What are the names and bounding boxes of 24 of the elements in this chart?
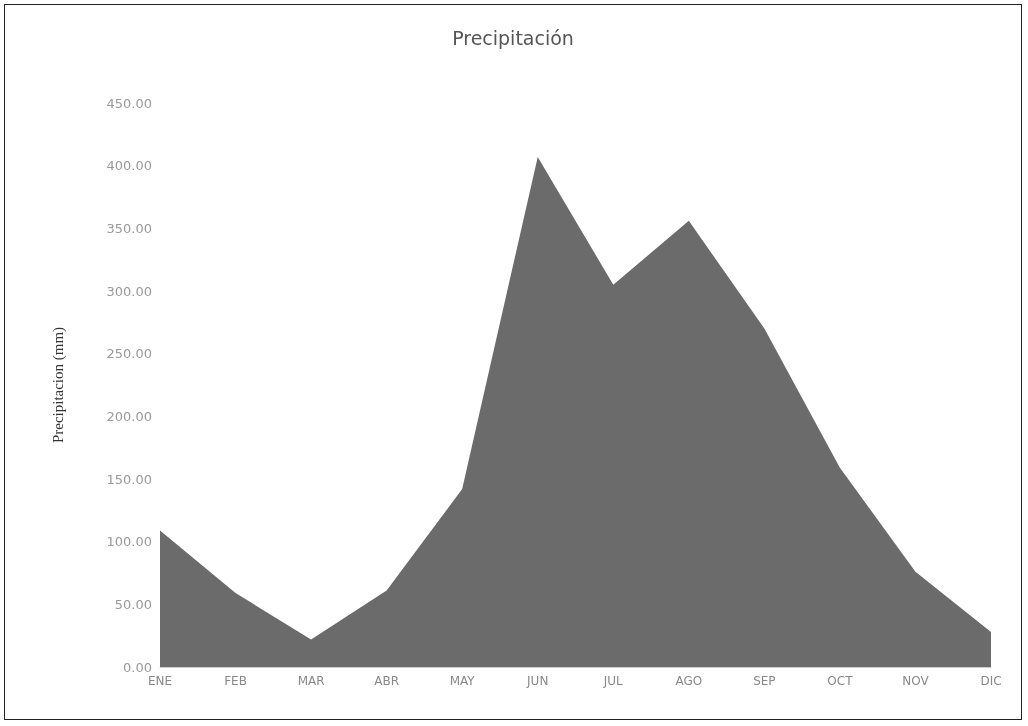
x-tick-label: AGO <box>675 674 703 688</box>
y-tick-label: 250.00 <box>106 346 152 362</box>
y-tick-label: 50.00 <box>114 596 152 612</box>
x-tick-label: MAR <box>297 674 325 688</box>
x-tick-label: DIC <box>980 674 1002 688</box>
y-tick-label: 300.00 <box>106 283 152 299</box>
y-tick-label: 100.00 <box>106 534 152 550</box>
y-tick-label: 0.00 <box>123 659 152 675</box>
y-tick-label: 150.00 <box>106 471 152 487</box>
x-tick-label: ABR <box>374 674 400 688</box>
y-tick-label: 450.00 <box>106 95 152 111</box>
x-tick-label: OCT <box>827 674 854 688</box>
y-axis-title: Precipitacion (mm) <box>49 326 67 444</box>
chart-title: Precipitación <box>452 26 574 49</box>
x-tick-label: ENE <box>147 674 173 688</box>
y-tick-label: 350.00 <box>106 220 152 236</box>
x-tick-label: JUN <box>526 674 549 688</box>
x-tick-label: MAY <box>449 674 476 688</box>
x-tick-label: NOV <box>902 674 930 688</box>
x-tick-label: FEB <box>224 674 247 688</box>
x-tick-label: SEP <box>753 674 776 688</box>
x-tick-label: JUL <box>602 674 624 688</box>
y-tick-label: 200.00 <box>106 408 152 424</box>
y-tick-label: 400.00 <box>106 158 152 174</box>
